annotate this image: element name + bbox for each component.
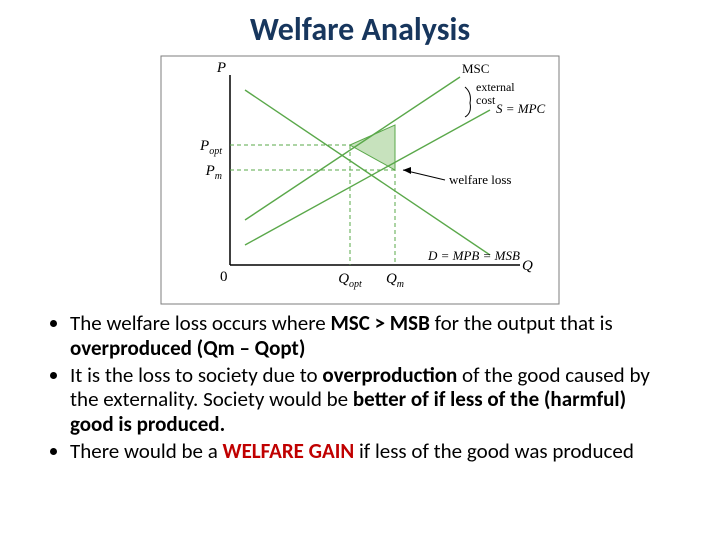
svg-text:external: external [476,80,515,94]
svg-text:Q: Q [522,258,533,274]
bullet-item: There would be a WELFARE GAIN if less of… [70,439,670,464]
slide-title: Welfare Analysis [0,0,720,55]
svg-text:Qm: Qm [386,271,404,290]
svg-text:Popt: Popt [199,138,222,157]
svg-text:S = MPC: S = MPC [496,101,546,116]
welfare-chart: P Q 0 Popt Pm Qopt Qm MSC S = MPC D = MPB = MSB ex… [160,55,560,305]
bullet-item: The welfare loss occurs where MSC > MSB … [70,311,670,361]
svg-text:cost: cost [476,93,496,107]
svg-text:Pm: Pm [205,163,222,182]
svg-text:0: 0 [220,269,228,285]
chart-container: P Q 0 Popt Pm Qopt Qm MSC S = MPC D = MPB = MSB ex… [0,55,720,305]
svg-text:D = MPB = MSB: D = MPB = MSB [427,248,520,263]
svg-text:welfare loss: welfare loss [449,172,511,187]
svg-text:MSC: MSC [462,61,489,76]
bullet-item: It is the loss to society due to overpro… [70,363,670,437]
svg-text:Qopt: Qopt [338,271,362,290]
bullet-list: The welfare loss occurs where MSC > MSB … [0,305,720,464]
svg-text:P: P [216,60,226,76]
